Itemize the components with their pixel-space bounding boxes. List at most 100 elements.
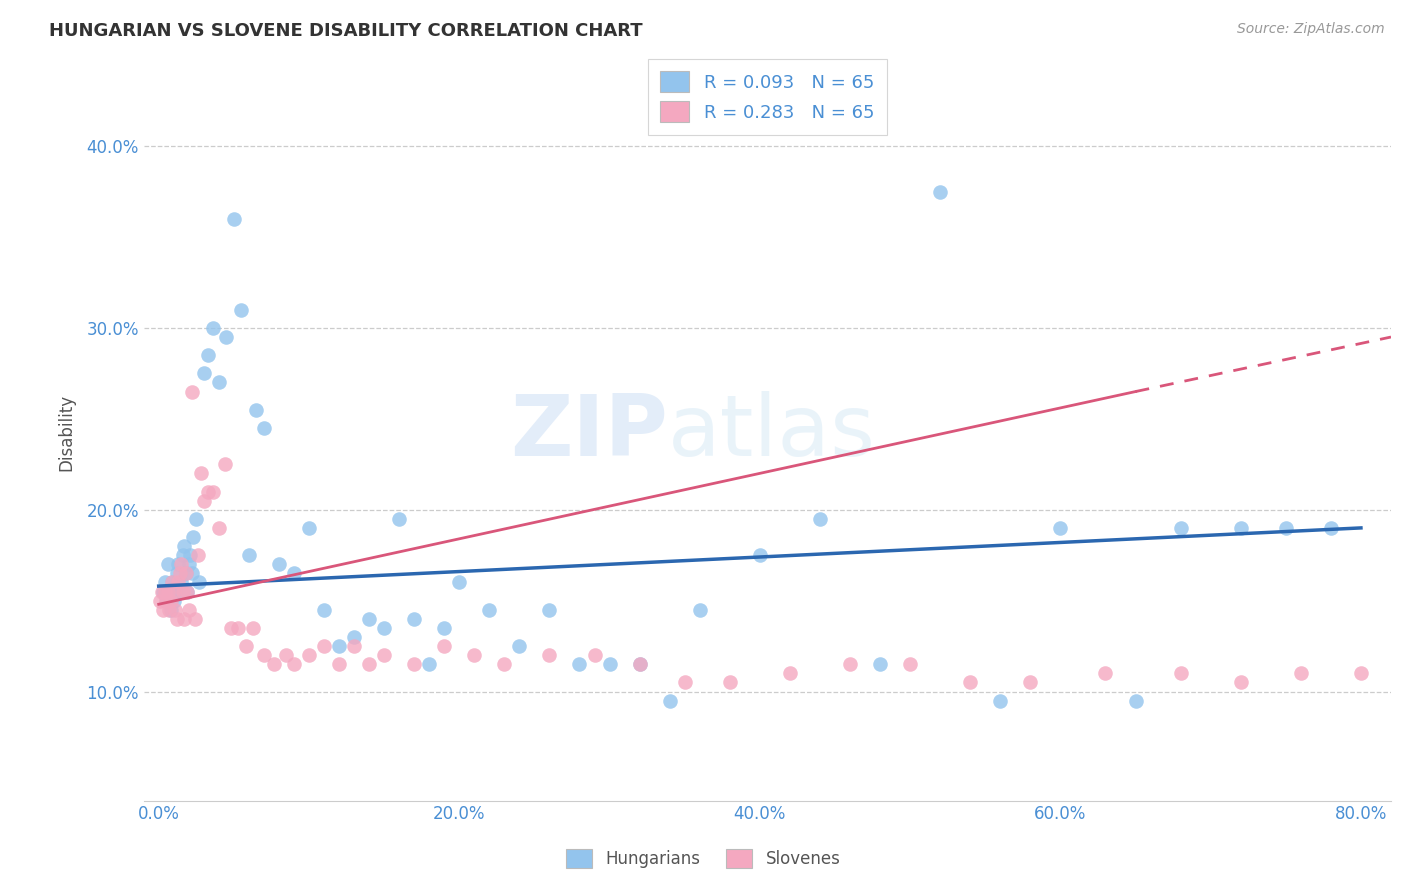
Point — [180, 384, 202, 399]
Point — [359, 657, 381, 672]
Point — [388, 512, 411, 526]
Point — [201, 321, 224, 335]
Point — [177, 558, 200, 572]
Point — [169, 566, 191, 581]
Point — [188, 575, 211, 590]
Point — [418, 657, 440, 672]
Point — [193, 367, 215, 381]
Point — [328, 639, 350, 653]
Point — [177, 603, 200, 617]
Point — [328, 657, 350, 672]
Y-axis label: Disability: Disability — [58, 394, 75, 471]
Point — [180, 566, 202, 581]
Point — [170, 575, 193, 590]
Point — [163, 593, 186, 607]
Point — [1094, 666, 1116, 681]
Point — [176, 584, 198, 599]
Point — [373, 621, 395, 635]
Point — [242, 621, 264, 635]
Point — [155, 593, 177, 607]
Point — [508, 639, 530, 653]
Point — [179, 548, 201, 562]
Point — [808, 512, 831, 526]
Point — [1019, 675, 1042, 690]
Point — [599, 657, 621, 672]
Point — [193, 493, 215, 508]
Point — [176, 584, 198, 599]
Point — [673, 675, 696, 690]
Point — [373, 648, 395, 663]
Point — [186, 512, 208, 526]
Point — [433, 621, 456, 635]
Point — [433, 639, 456, 653]
Point — [718, 675, 741, 690]
Point — [181, 530, 204, 544]
Point — [839, 657, 862, 672]
Point — [276, 648, 298, 663]
Point — [312, 603, 335, 617]
Point — [658, 693, 681, 707]
Text: Source: ZipAtlas.com: Source: ZipAtlas.com — [1237, 22, 1385, 37]
Legend: R = 0.093   N = 65, R = 0.283   N = 65: R = 0.093 N = 65, R = 0.283 N = 65 — [648, 59, 887, 135]
Point — [208, 521, 231, 535]
Point — [190, 467, 212, 481]
Point — [538, 603, 561, 617]
Text: HUNGARIAN VS SLOVENE DISABILITY CORRELATION CHART: HUNGARIAN VS SLOVENE DISABILITY CORRELAT… — [49, 22, 643, 40]
Point — [1275, 521, 1298, 535]
Point — [689, 603, 711, 617]
Point — [201, 484, 224, 499]
Point — [1229, 675, 1251, 690]
Point — [170, 558, 193, 572]
Point — [238, 548, 260, 562]
Point — [219, 621, 242, 635]
Point — [245, 402, 267, 417]
Point — [149, 593, 172, 607]
Point — [169, 584, 191, 599]
Point — [165, 603, 187, 617]
Point — [748, 548, 770, 562]
Point — [359, 612, 381, 626]
Point — [157, 584, 180, 599]
Point — [283, 566, 305, 581]
Point — [283, 657, 305, 672]
Point — [167, 558, 190, 572]
Point — [155, 593, 177, 607]
Point — [779, 666, 801, 681]
Point — [267, 558, 290, 572]
Point — [214, 457, 236, 471]
Point — [163, 584, 186, 599]
Point — [583, 648, 606, 663]
Point — [404, 612, 426, 626]
Point — [165, 584, 187, 599]
Point — [298, 648, 321, 663]
Point — [197, 348, 219, 362]
Point — [538, 648, 561, 663]
Point — [156, 558, 179, 572]
Point — [959, 675, 981, 690]
Point — [988, 693, 1011, 707]
Point — [184, 612, 207, 626]
Point — [150, 584, 173, 599]
Point — [197, 484, 219, 499]
Point — [157, 603, 180, 617]
Point — [153, 584, 176, 599]
Point — [152, 584, 174, 599]
Point — [153, 575, 176, 590]
Point — [478, 603, 501, 617]
Point — [1289, 666, 1312, 681]
Point — [463, 648, 485, 663]
Point — [159, 593, 181, 607]
Point — [1350, 666, 1372, 681]
Point — [1320, 521, 1343, 535]
Point — [312, 639, 335, 653]
Text: atlas: atlas — [668, 391, 876, 474]
Point — [208, 376, 231, 390]
Point — [343, 630, 366, 644]
Point — [231, 302, 253, 317]
Point — [187, 548, 209, 562]
Point — [263, 657, 285, 672]
Point — [253, 648, 276, 663]
Point — [1170, 521, 1192, 535]
Point — [215, 330, 238, 344]
Point — [568, 657, 591, 672]
